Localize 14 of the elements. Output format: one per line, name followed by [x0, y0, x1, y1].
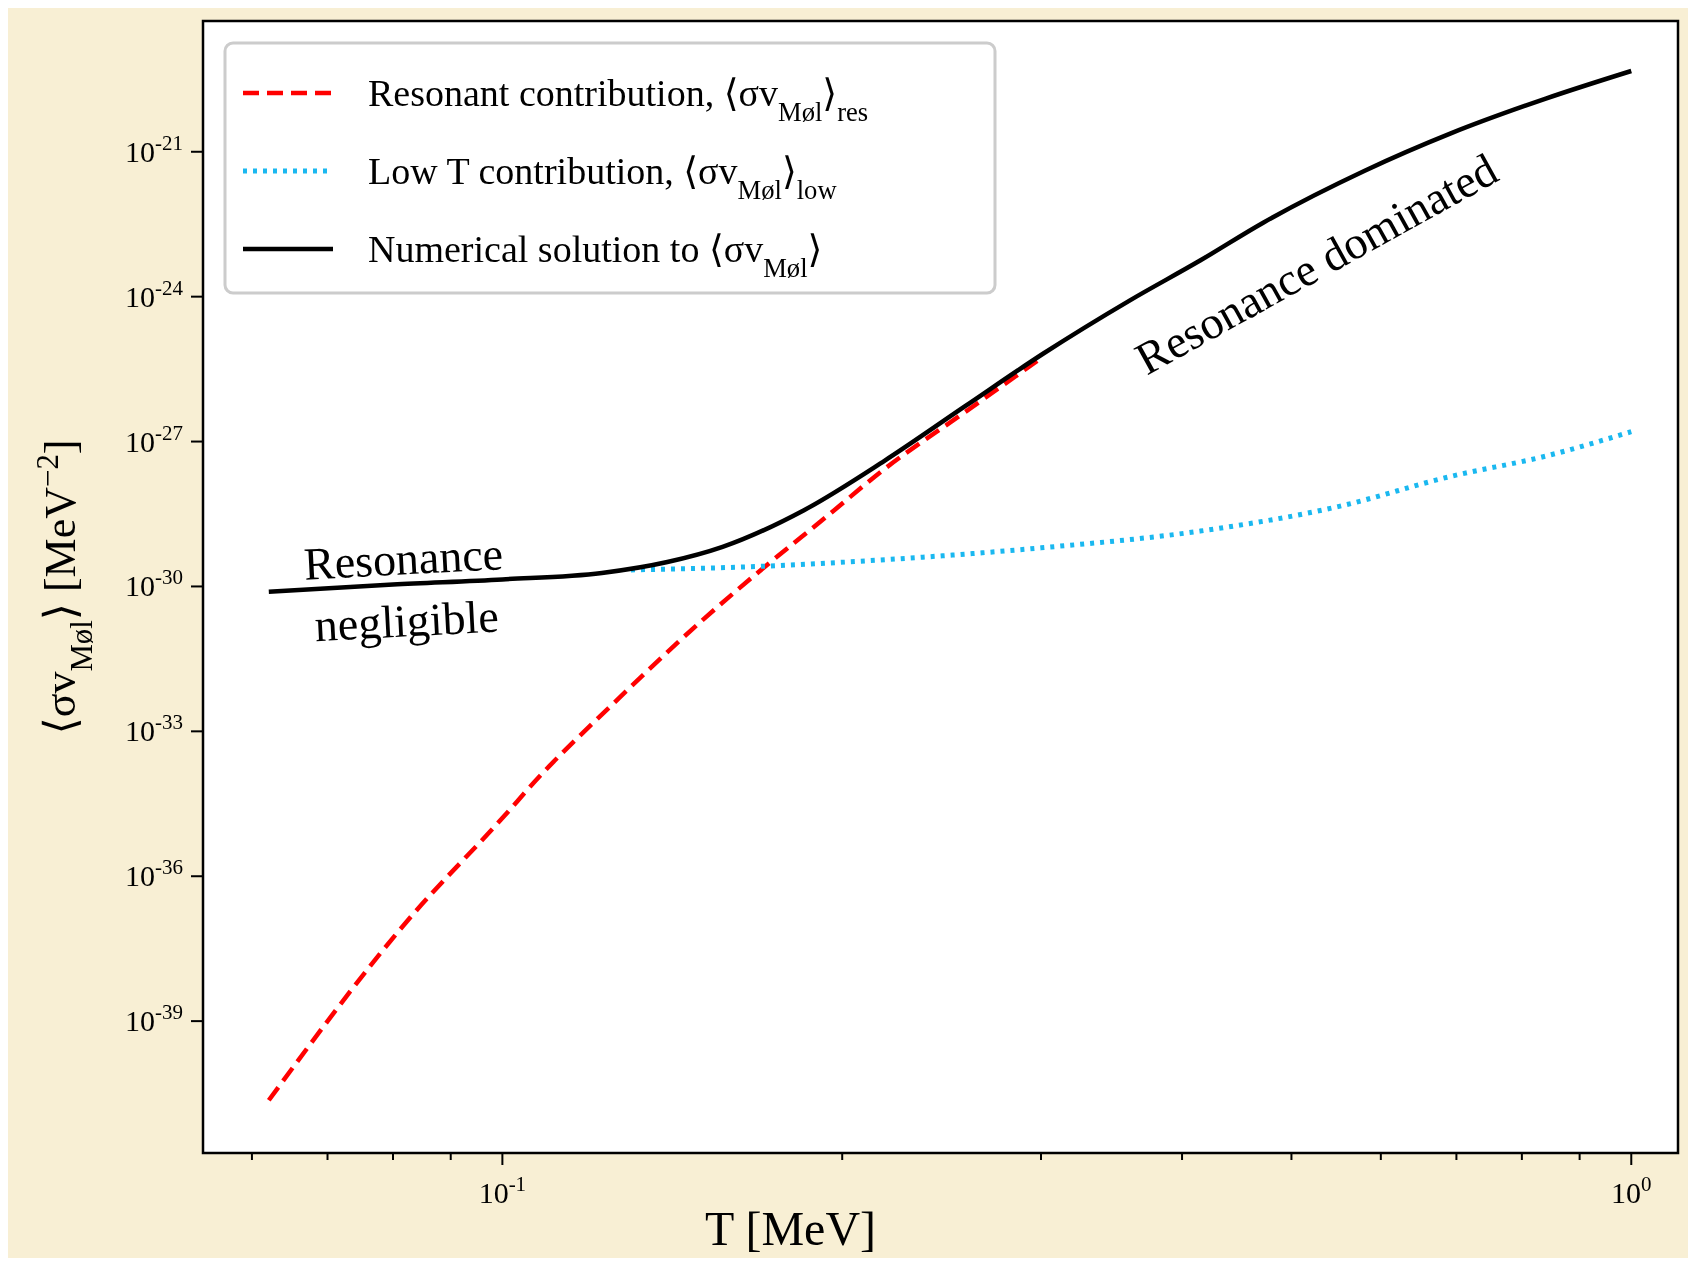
- legend-label: Resonant contribution, ⟨σv$_{Møl}$⟩$_{res}$: [368, 72, 869, 127]
- x-tick-label: 10$^{-1}$: [478, 1172, 527, 1209]
- y-tick-label: 10$^{-30}$: [125, 565, 183, 603]
- y-tick-label: 10$^{-21}$: [125, 130, 183, 168]
- y-tick-label: 10$^{-27}$: [125, 420, 183, 458]
- x-axis-title: T [MeV]: [704, 1202, 877, 1255]
- legend-label: Numerical solution to ⟨σv$_{Møl}$⟩: [368, 228, 823, 283]
- legend-label: Low T contribution, ⟨σv$_{Møl}$⟩$_{low}$: [368, 150, 838, 205]
- annotation: Resonance negligible: [302, 528, 505, 652]
- y-tick-label: 10$^{-33}$: [125, 710, 183, 748]
- y-tick-label: 10$^{-36}$: [125, 855, 183, 893]
- y-tick-label: 10$^{-24}$: [125, 275, 184, 313]
- x-tick-label: 10$^{0}$: [1611, 1172, 1652, 1209]
- y-tick-label: 10$^{-39}$: [125, 1000, 183, 1038]
